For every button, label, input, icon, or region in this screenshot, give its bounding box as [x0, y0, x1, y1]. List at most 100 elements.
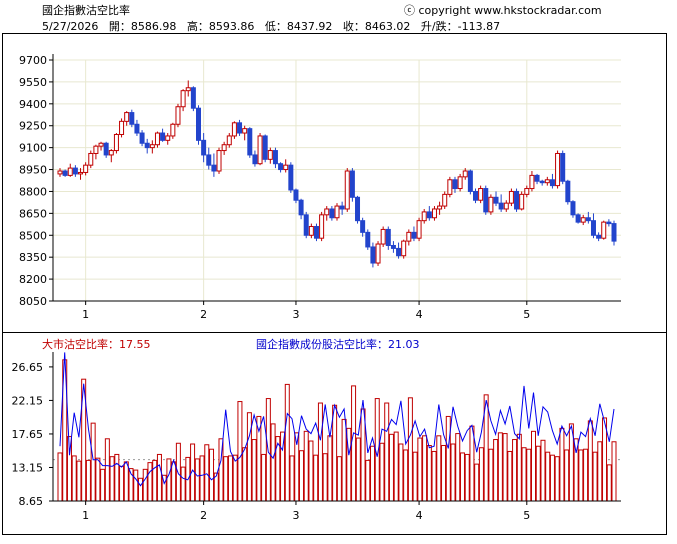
candle-body [175, 106, 181, 125]
candle-body [467, 170, 473, 192]
low-value: 8437.92 [286, 20, 333, 33]
candle-body [431, 208, 437, 219]
change-value: -113.87 [457, 20, 501, 33]
candle-body [129, 112, 135, 125]
market-ratio-bar [431, 450, 437, 502]
market-ratio-bar [469, 425, 475, 502]
candle-body [570, 201, 576, 216]
market-ratio-bar [57, 452, 63, 502]
market-ratio-bar [204, 444, 210, 502]
candle-body [549, 179, 555, 187]
candle-body [160, 132, 166, 141]
candle-body [385, 228, 391, 246]
candle-body [180, 90, 186, 108]
market-ratio-bar [71, 455, 77, 502]
market-ratio-bar [474, 463, 480, 502]
candle-body [149, 144, 155, 149]
market-ratio-bar [535, 445, 541, 502]
market-ratio-bar [322, 453, 328, 502]
market-ratio-bar [587, 420, 593, 502]
price-ytick-label: 9100 [19, 142, 47, 155]
market-ratio-bar [90, 422, 96, 502]
market-ratio-bar [488, 448, 494, 502]
candle-body [201, 139, 207, 156]
market-ratio-bar [602, 417, 608, 502]
candle-body [119, 120, 125, 135]
candle-body [231, 122, 237, 137]
candle-body [390, 244, 396, 249]
market-ratio-bar [209, 448, 215, 502]
candle-body [503, 202, 509, 210]
price-xtick-label: 4 [416, 308, 423, 321]
market-ratio-bar [384, 402, 390, 502]
market-ratio-bar [360, 408, 366, 502]
market-ratio-bar [365, 459, 371, 502]
candle-body [462, 170, 468, 178]
high-value: 8593.86 [208, 20, 255, 33]
candle-body [452, 179, 458, 190]
market-ratio-bar [256, 415, 262, 502]
candle-body [575, 214, 581, 223]
candle-body [539, 180, 545, 184]
candle-body [534, 174, 540, 182]
candle-body [62, 170, 68, 176]
market-ratio-bar [85, 459, 91, 502]
market-ratio-bar [412, 451, 418, 502]
market-ratio-bar [194, 458, 200, 502]
candle-body [349, 170, 355, 198]
market-ratio-bar [355, 437, 361, 502]
candle-body [555, 152, 561, 187]
market-ratio-bar [398, 443, 404, 502]
market-ratio-bar [531, 430, 537, 502]
market-ratio-bar [583, 448, 589, 502]
market-ratio-bar [104, 438, 110, 502]
index-ratio-name: 國企指數成份股沽空比率 [256, 338, 377, 351]
candle-body [544, 179, 550, 184]
candle-body [103, 142, 109, 156]
candle-body [590, 220, 596, 236]
market-ratio-value: 17.55 [119, 338, 151, 351]
candle-body [83, 164, 89, 173]
candle-body [134, 123, 140, 134]
candle-body [78, 171, 84, 175]
candle-body [396, 247, 402, 257]
market-ratio-bar [199, 455, 205, 502]
index-ratio-value: 21.03 [388, 338, 420, 351]
price-xtick-label: 3 [292, 308, 299, 321]
market-ratio-bar [317, 402, 323, 502]
candle-body [324, 208, 330, 216]
price-ytick-label: 8950 [19, 164, 47, 177]
candle-body [478, 188, 484, 201]
market-ratio-bar [426, 444, 432, 502]
ratio-ytick-label: 17.65 [12, 428, 44, 441]
ratio-xtick-label: 2 [200, 509, 207, 522]
price-xtick-label: 2 [200, 308, 207, 321]
candle-body [221, 144, 227, 152]
candle-body [334, 205, 340, 219]
market-ratio-bar [313, 454, 319, 502]
candle-body [139, 132, 145, 144]
price-xtick-label: 1 [82, 308, 89, 321]
market-ratio-bar [455, 433, 461, 502]
candle-body [313, 226, 319, 239]
market-ratio-bar [559, 427, 565, 502]
market-ratio-bar [606, 464, 612, 502]
market-ratio-bar [507, 450, 513, 502]
candle-body [154, 132, 160, 146]
candle-body [329, 208, 335, 219]
market-ratio-bar [227, 455, 233, 502]
market-ratio-bar [289, 455, 295, 502]
ratio-ytick-label: 8.65 [19, 495, 44, 508]
candle-body [483, 188, 489, 213]
candle-body [185, 87, 191, 92]
candle-body [283, 164, 289, 171]
market-ratio-bar [445, 415, 451, 502]
market-ratio-bar [341, 418, 347, 502]
candle-body [565, 180, 571, 203]
candle-body [72, 167, 78, 175]
price-ytick-label: 8200 [19, 273, 47, 286]
market-ratio-bar [171, 461, 177, 502]
ratio-xtick-label: 1 [82, 509, 89, 522]
candle-body [170, 123, 176, 137]
